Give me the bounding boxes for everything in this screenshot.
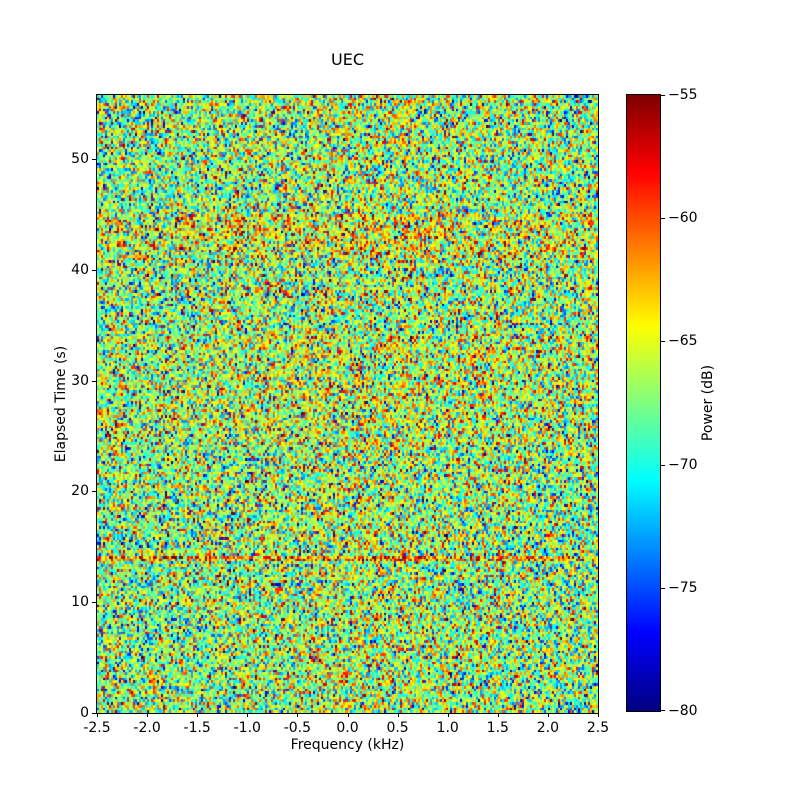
y-tick-label: 20 [71,483,89,500]
colorbar-tick-label: −60 [668,210,698,227]
colorbar-label: Power (dB) [700,364,716,442]
y-tick [92,159,96,161]
y-tick [92,602,96,604]
x-tick-label: 0.0 [336,720,359,736]
colorbar-tick-label: −75 [668,579,698,596]
x-tick-label: 1.0 [436,720,459,736]
x-tick [247,713,249,717]
x-tick [547,713,549,717]
colorbar-gradient [627,95,660,711]
chart-title: UEC [331,50,364,69]
colorbar-tick [661,587,665,589]
x-tick [447,713,449,717]
colorbar-tick-label: −70 [668,456,698,473]
x-tick [397,713,399,717]
y-tick [92,713,96,714]
x-tick [147,713,149,717]
x-tick-label: -2.0 [133,720,161,736]
colorbar-tick-label: −55 [668,87,698,103]
y-tick-label: 10 [71,594,89,611]
x-tick [97,713,98,717]
colorbar-tick [661,710,665,711]
x-tick-label: -0.5 [283,720,312,736]
x-tick [347,713,349,717]
y-tick [92,380,96,382]
spectrogram-heatmap [97,95,598,713]
y-tick-label: 40 [71,261,89,278]
colorbar-tick [661,95,665,96]
colorbar-tick [661,341,665,343]
x-tick-label: -1.0 [233,720,261,736]
x-tick [197,713,199,717]
x-tick [598,713,599,717]
x-tick [497,713,499,717]
x-tick-label: 2.0 [536,720,560,736]
x-tick-label: -1.5 [183,720,211,736]
colorbar-tick-label: −65 [668,333,698,350]
y-tick-label: 30 [71,372,89,389]
colorbar-tick [661,218,665,220]
y-tick [92,491,96,493]
x-tick-label: 0.5 [386,720,409,736]
colorbar-tick-label: −80 [668,703,698,719]
y-tick-label: 0 [80,705,89,721]
x-tick-label: 2.5 [586,720,610,736]
y-axis-label: Elapsed Time (s) [53,345,69,463]
x-axis-label: Frequency (kHz) [290,737,405,753]
colorbar-tick [661,464,665,466]
x-tick-label: 1.5 [486,720,509,736]
x-tick [297,713,299,717]
x-tick-label: -2.5 [83,720,111,736]
y-tick [92,269,96,271]
y-tick-label: 50 [71,151,89,168]
